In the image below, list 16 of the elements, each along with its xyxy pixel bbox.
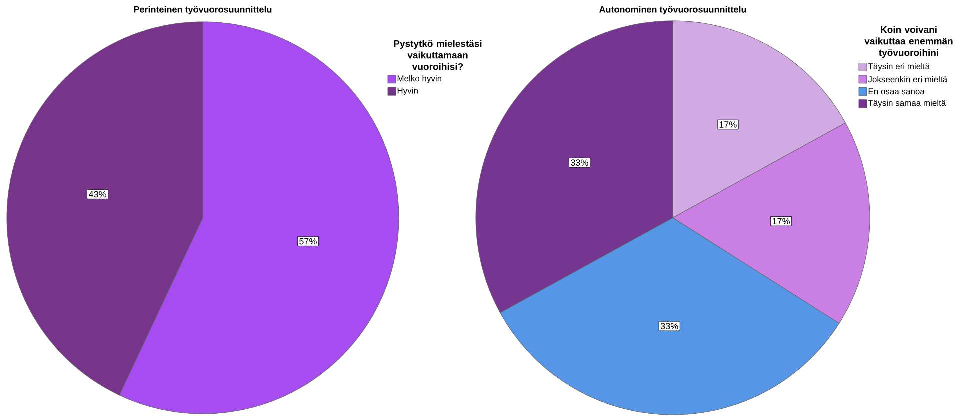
data-label: 17% xyxy=(772,218,790,225)
legend-label: Melko hyvin xyxy=(398,75,442,84)
legend-title: Koin voivani vaikuttaa enemmän työvuoroihini xyxy=(864,26,953,58)
legend-label: Täysin samaa mieltä xyxy=(868,100,946,108)
data-label: 33% xyxy=(660,323,678,330)
data-label: 57% xyxy=(300,238,317,245)
chart-title: Autonominen työvuorosuunnittelu xyxy=(599,6,746,15)
data-label: 43% xyxy=(88,191,106,198)
data-label: 17% xyxy=(720,122,737,128)
chart-title: Perinteinen työvuorosuunnittelu xyxy=(134,6,272,15)
legend-label: Jokseenkin eri mieltä xyxy=(868,76,948,83)
data-label: 33% xyxy=(571,160,588,166)
legend-label: Täysin eri mieltä xyxy=(868,63,930,72)
legend-label: Hyvin xyxy=(398,88,418,96)
legend-label: En osaa sanoa xyxy=(868,88,925,95)
legend-title: Pystytkö mielestäsi vaikuttamaan vuoroihisi? xyxy=(394,40,482,70)
